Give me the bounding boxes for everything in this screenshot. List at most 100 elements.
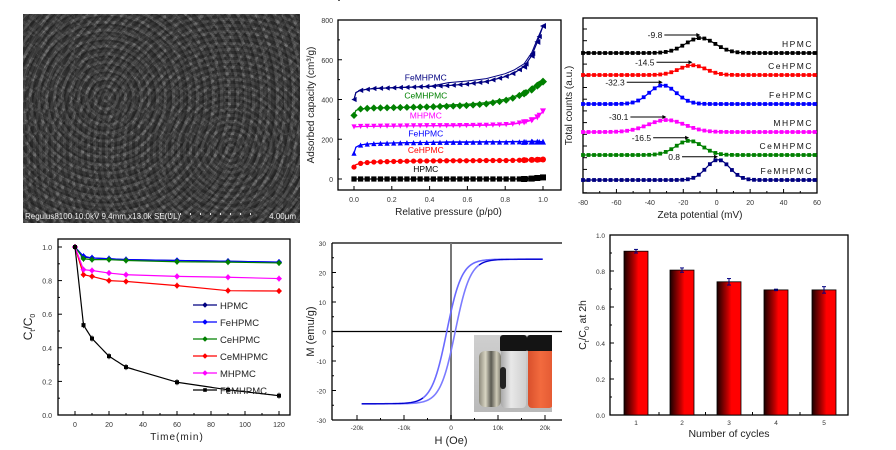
x-tick-label: 40 xyxy=(139,422,147,429)
y-tick-label: 1.0 xyxy=(596,233,605,240)
data-point-FeHPMC xyxy=(619,101,624,106)
data-point-FeHPMC xyxy=(774,102,778,106)
data-point-MHPMC xyxy=(658,118,663,123)
data-point-FeMHPMC xyxy=(674,178,679,182)
magnetic-separation-photo xyxy=(474,335,552,412)
data-point-CeMHPMC xyxy=(520,89,529,98)
data-point-MHPMC xyxy=(581,130,585,134)
data-point-FeMHPMC xyxy=(523,61,529,67)
data-point-CeHPMC xyxy=(483,157,489,164)
data-point-MHPMC xyxy=(483,122,489,128)
data-point-CeMHPMC xyxy=(370,104,378,112)
data-point-HPMC xyxy=(746,51,751,55)
data-point-HPMC xyxy=(779,51,784,55)
peak-arrowhead-CeHPMC xyxy=(688,60,693,65)
adsorption-kinetics-chart: 0.0 0.2 0.4 0.6 0.8 1.0 0 20 40 60 80 100 120 Time(mi… xyxy=(21,238,291,443)
y-tick-label: 200 xyxy=(321,137,333,144)
data-point-HPMC xyxy=(496,176,503,182)
data-point-MHPMC xyxy=(424,123,430,129)
data-point-CeHPMC xyxy=(534,156,541,163)
magnetization-chart: 30 20 10 0 -10 -20 -30 -20k -10k 0 10k 20k H (Oe) M (… xyxy=(305,241,562,447)
data-point-MHPMC xyxy=(713,129,718,134)
data-point-CeHPMC xyxy=(663,71,668,76)
data-point-FeMHPMC xyxy=(696,172,701,177)
data-point-FeMHPMC xyxy=(351,96,357,103)
legend-marker-HPMC xyxy=(202,302,208,308)
y-axis-label: Ct/C0 at 2h xyxy=(577,300,591,350)
data-point-FeHPMC xyxy=(417,139,423,146)
data-point-CeHPMC xyxy=(430,158,436,164)
data-point-FeHPMC xyxy=(718,102,723,106)
data-point-HPMC xyxy=(391,176,397,182)
data-point-MHPMC xyxy=(384,123,390,129)
series-label-CeMHPMC: CeMHPMC xyxy=(760,141,813,151)
data-point-CeHPMC xyxy=(463,158,470,164)
data-point-CeHPMC xyxy=(779,73,784,77)
x-tick-label: 0 xyxy=(715,200,719,207)
y-tick-label: 0.6 xyxy=(42,312,52,319)
data-point-MHPMC xyxy=(496,122,503,128)
data-point-MHPMC xyxy=(774,130,778,134)
data-point-CeHPMC xyxy=(470,158,476,164)
data-point-HPMC xyxy=(404,176,410,182)
y-tick-label: 800 xyxy=(321,18,333,25)
legend-label-MHPMC: MHPMC xyxy=(220,369,256,380)
data-point-HPMC xyxy=(630,51,635,55)
x-tick-label: 20 xyxy=(105,422,113,429)
data-point-CeHPMC xyxy=(652,72,657,77)
x-tick-label: 0 xyxy=(73,422,77,429)
data-point-FeHPMC xyxy=(424,139,430,146)
data-point-FeHPMC xyxy=(763,102,767,106)
data-point-CeHPMC xyxy=(741,73,745,77)
data-point-FeHPMC xyxy=(586,102,591,106)
series-label-HPMC: HPMC xyxy=(413,164,438,174)
x-tick-label: 20 xyxy=(746,200,754,207)
data-point-CeMHPMC xyxy=(350,111,358,119)
data-point-FeMHPMC xyxy=(741,175,745,180)
data-point-MHPMC xyxy=(707,129,712,134)
data-point-FeMHPMC xyxy=(735,172,740,177)
data-point-FeHPMC xyxy=(779,102,784,106)
data-point-FeMHPMC xyxy=(444,83,450,89)
data-point-CeMHPMC xyxy=(482,100,490,108)
data-point-CeHPMC xyxy=(404,158,410,164)
data-point-FeMHPMC xyxy=(619,178,624,182)
data-point-FeMHPMC xyxy=(730,168,734,172)
data-point-MHPMC xyxy=(477,122,483,129)
data-point-FeMHPMC xyxy=(450,82,456,88)
data-point-MHPMC xyxy=(790,130,795,134)
data-point-CeMHPMC xyxy=(746,153,751,157)
data-point-FeMHPMC xyxy=(477,79,483,86)
data-point-HPMC xyxy=(417,176,423,182)
data-point-CeMHPMC xyxy=(669,147,674,152)
data-point-FeMHPMC xyxy=(358,87,364,93)
series-label-CeHPMC: CeHPMC xyxy=(768,61,813,71)
bar-cycle-5 xyxy=(811,289,837,416)
data-point-FeMHPMC xyxy=(528,52,535,59)
data-point-MHPMC xyxy=(801,130,806,134)
data-point-CeMHPMC xyxy=(713,151,718,155)
data-point-CeMHPMC xyxy=(527,85,536,94)
data-point-HPMC xyxy=(812,51,817,55)
data-point-HPMC xyxy=(702,36,707,41)
data-point-FeMHPMC xyxy=(614,178,618,182)
data-point-HPMC xyxy=(691,37,696,42)
data-point-CeMHPMC xyxy=(685,138,690,143)
data-point-HPMC xyxy=(410,176,417,182)
data-point-CeHPMC xyxy=(351,164,357,170)
data-point-CeHPMC xyxy=(371,159,377,165)
data-point-CeMHPMC xyxy=(383,104,391,112)
y-tick-label: 400 xyxy=(321,98,333,105)
data-point-FeMHPMC xyxy=(457,82,463,88)
data-point-FeMHPMC xyxy=(397,84,403,91)
data-point-CeHPMC xyxy=(581,73,585,77)
data-point-FeHPMC xyxy=(351,150,357,156)
data-point-MHPMC xyxy=(785,130,789,134)
data-point-CeMHPMC xyxy=(785,153,789,157)
x-tick-label: -20k xyxy=(351,425,364,432)
x-tick-label: 2 xyxy=(680,420,684,427)
data-point-CeHPMC xyxy=(384,159,390,165)
y-tick-label: 0.4 xyxy=(42,346,52,353)
data-point-FeMHPMC xyxy=(540,22,546,29)
sem-image: Regulus8100 10.0kV 9.4mm x13.0k SE(UL) 4… xyxy=(23,14,300,223)
